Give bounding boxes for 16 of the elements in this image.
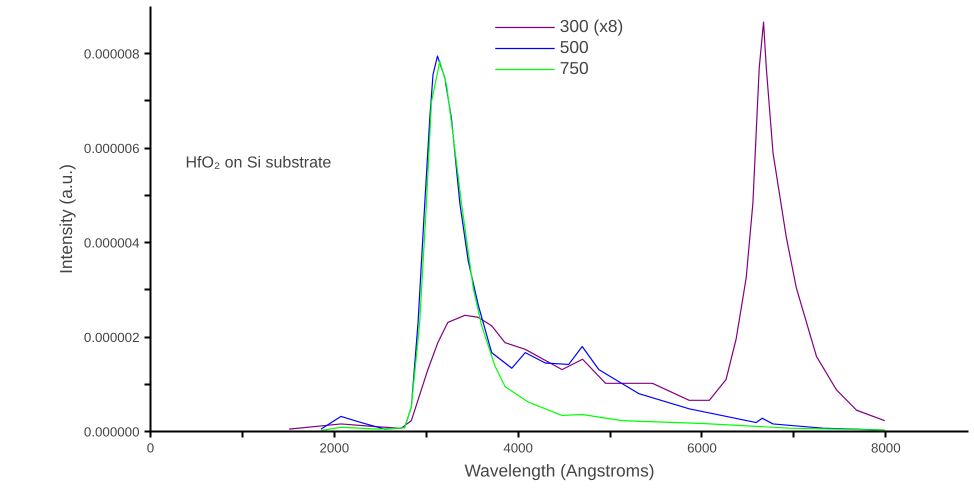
x-tick-label: 8000 bbox=[870, 440, 901, 456]
x-tick-label: 4000 bbox=[503, 440, 533, 456]
y-tick-label: 0.000002 bbox=[84, 330, 140, 346]
x-tick-label: 0 bbox=[146, 440, 154, 456]
y-tick-label: 0.000004 bbox=[84, 236, 140, 251]
y-axis-title: Intensity (a.u.) bbox=[56, 164, 76, 274]
legend-label: 500 bbox=[560, 37, 589, 58]
y-tick-label: 0.000000 bbox=[84, 424, 140, 440]
legend-label: 300 (x8) bbox=[560, 16, 624, 37]
x-tick-label: 6000 bbox=[687, 440, 717, 456]
y-tick-label: 0.000008 bbox=[84, 46, 140, 62]
annotation: HfO₂ on Si substrate bbox=[186, 154, 332, 172]
x-axis-title: Wavelength (Angstroms) bbox=[464, 460, 655, 480]
y-tick-label: 0.000006 bbox=[84, 141, 140, 156]
legend-label: 750 bbox=[560, 58, 589, 79]
x-tick-label: 2000 bbox=[319, 440, 350, 456]
